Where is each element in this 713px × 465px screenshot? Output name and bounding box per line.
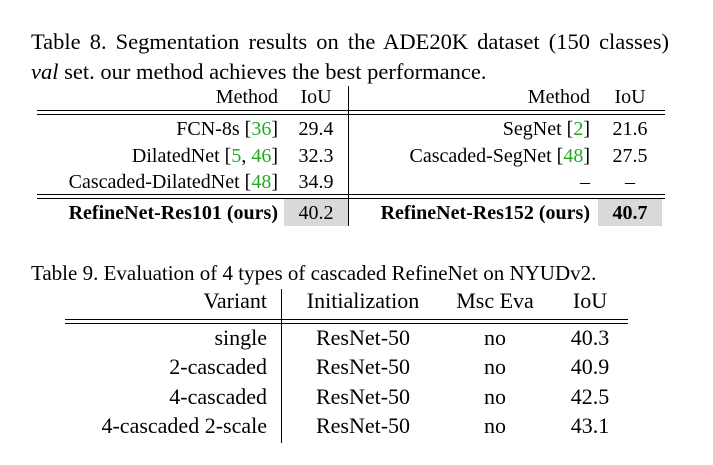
table9-header-init: Initialization xyxy=(306,288,420,313)
table8-right-ours-iou: 40.7 xyxy=(612,202,648,224)
citation-link[interactable]: 46 xyxy=(251,145,272,167)
table8-right-row-method: Cascaded-SegNet [48] xyxy=(409,145,590,167)
table8-right-row-iou: 27.5 xyxy=(612,145,648,167)
citation-link[interactable]: 2 xyxy=(573,118,584,140)
table8-rule-ours-2 xyxy=(37,198,665,199)
table8-left-ours-iou: 40.2 xyxy=(298,202,334,224)
table8-caption: Table 8. Segmentation results on the ADE… xyxy=(31,29,669,84)
table8-right-header-iou: IoU xyxy=(614,86,646,108)
table9-cell-variant: 2-cascaded xyxy=(169,354,267,379)
table8-column-divider xyxy=(348,86,349,226)
table8-left-header-method: Method xyxy=(215,86,278,108)
table9-cell-iou: 42.5 xyxy=(570,384,610,409)
table9-cell-variant: 4-cascaded xyxy=(169,384,267,409)
table9-cell-iou: 40.9 xyxy=(570,354,610,379)
table9-column-divider xyxy=(281,289,282,443)
table8-rule-top xyxy=(37,110,665,111)
table9-cell-msc: no xyxy=(484,413,506,438)
table9-cell-msc: no xyxy=(484,354,506,379)
table9-header-iou: IoU xyxy=(572,288,608,313)
table8-right-row-method: SegNet [2] xyxy=(502,118,590,140)
table8-left-ours-method: RefineNet-Res101 (ours) xyxy=(68,202,278,224)
table9-cell-variant: single xyxy=(214,325,267,350)
table8-rule-top-2 xyxy=(37,114,665,115)
table8-right-row-iou: 21.6 xyxy=(612,118,648,140)
table8-right-ours-method: RefineNet-Res152 (ours) xyxy=(380,202,590,224)
table9-cell-init: ResNet-50 xyxy=(315,413,411,438)
table9-header-variant: Variant xyxy=(203,288,267,313)
table8-right-row-iou: – xyxy=(625,171,635,193)
table9-cell-iou: 40.3 xyxy=(570,325,610,350)
table8-left-row-method: DilatedNet [5, 46] xyxy=(131,145,278,167)
table8-left-row-iou: 34.9 xyxy=(298,171,334,193)
table9-rule-top-2 xyxy=(65,323,628,324)
table8-rule-ours-1 xyxy=(37,194,665,195)
table9-cell-init: ResNet-50 xyxy=(315,325,411,350)
table8-left-ours-highlight xyxy=(284,199,348,226)
table8-left-row-method: FCN-8s [36] xyxy=(176,118,278,140)
citation-link[interactable]: 48 xyxy=(563,145,584,167)
table9-caption: Table 9. Evaluation of 4 types of cascad… xyxy=(31,261,597,285)
table8-right-row-method: – xyxy=(580,171,590,193)
table9-rule-top xyxy=(65,319,628,320)
table9-cell-msc: no xyxy=(484,325,506,350)
table9-cell-init: ResNet-50 xyxy=(315,384,411,409)
table9-cell-iou: 43.1 xyxy=(570,413,610,438)
table8-right-header-method: Method xyxy=(527,86,590,108)
table9-cell-msc: no xyxy=(484,384,506,409)
citation-link[interactable]: 36 xyxy=(251,118,272,140)
table8-right-ours-highlight xyxy=(598,199,662,226)
table8-left-row-iou: 29.4 xyxy=(298,118,334,140)
table9-cell-init: ResNet-50 xyxy=(315,354,411,379)
table8-left-row-method: Cascaded-DilatedNet [48] xyxy=(68,171,278,193)
citation-link[interactable]: 5 xyxy=(231,145,242,167)
table8-left-row-iou: 32.3 xyxy=(298,145,334,167)
table9-cell-variant: 4-cascaded 2-scale xyxy=(101,413,267,438)
citation-link[interactable]: 48 xyxy=(251,171,272,193)
table8-left-header-iou: IoU xyxy=(300,86,332,108)
table9-header-msc: Msc Eva xyxy=(456,288,534,313)
